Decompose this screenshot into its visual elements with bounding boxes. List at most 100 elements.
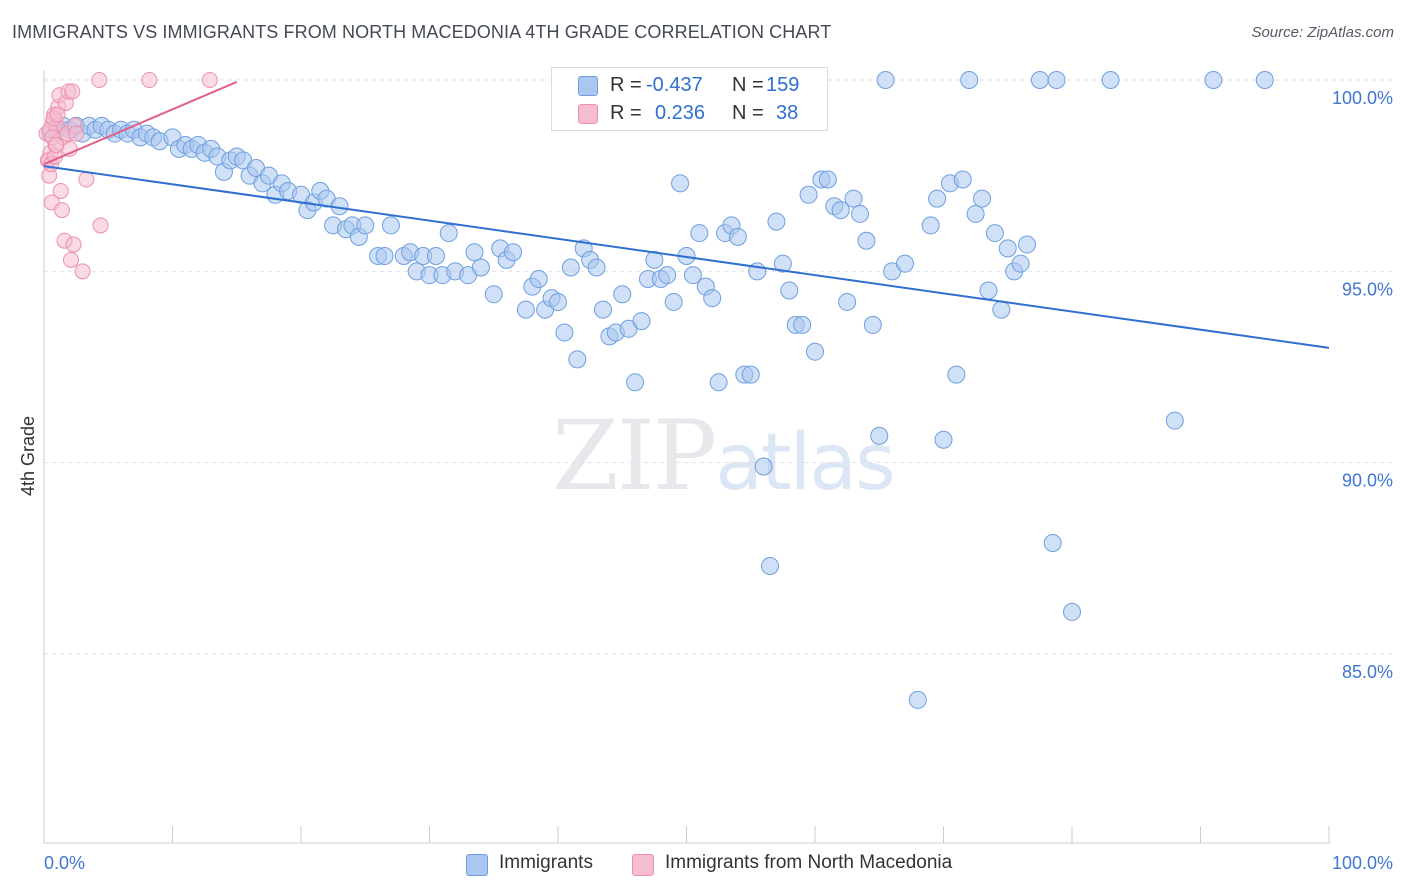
data-point-immigrants [1047, 71, 1066, 89]
legend-swatch-blue [578, 76, 598, 96]
data-point-immigrants [979, 281, 998, 300]
data-point-immigrants [761, 556, 780, 575]
legend-n-label: N = [732, 102, 764, 124]
series-north-macedonia [38, 72, 218, 280]
data-point-immigrants [1011, 254, 1030, 273]
data-point-immigrants [921, 216, 940, 235]
axes [43, 70, 1331, 844]
data-point-immigrants [1101, 71, 1120, 89]
data-point-immigrants [465, 243, 484, 262]
trendlines [43, 80, 1330, 349]
legend-n-value: 38 [776, 102, 799, 124]
data-point-immigrants [439, 224, 458, 243]
data-point-immigrants [504, 243, 523, 262]
data-point-immigrants [857, 231, 876, 250]
data-point-immigrants [626, 373, 645, 392]
data-point-immigrants [960, 71, 979, 89]
data-point-immigrants [709, 373, 728, 392]
y-tick-label: 90.0% [1342, 471, 1393, 491]
data-point-immigrants [587, 258, 606, 277]
data-point-immigrants [1165, 411, 1184, 430]
legend-row-north-macedonia: R = 0.236 N = 38 [552, 100, 827, 128]
data-point-immigrants [793, 315, 812, 334]
data-point-immigrants [529, 269, 548, 288]
legend-r-label: R = [610, 74, 642, 96]
legend-r-value: 0.236 [655, 102, 706, 124]
data-point-immigrants [908, 690, 927, 709]
y-tick-label: 100.0% [1332, 88, 1393, 108]
data-point-north-macedonia [65, 236, 82, 253]
data-point-immigrants [799, 185, 818, 204]
data-point-immigrants [973, 189, 992, 208]
watermark-zip: ZIP [552, 400, 717, 512]
series-legend-immigrants: Immigrants [499, 852, 593, 873]
data-point-immigrants [767, 212, 786, 231]
data-point-immigrants [895, 254, 914, 273]
data-point-immigrants [683, 266, 702, 285]
data-point-immigrants [831, 201, 850, 220]
data-point-immigrants [568, 350, 587, 369]
axis-labels: 85.0% 90.0% 95.0% 100.0% 0.0% 100.0% 4th Grade [18, 88, 1393, 873]
data-point-immigrants [1043, 534, 1062, 553]
legend-swatch-pink [578, 104, 598, 124]
y-tick-label: 95.0% [1342, 279, 1393, 299]
data-point-immigrants [876, 71, 895, 89]
data-point-immigrants [928, 189, 947, 208]
series-legend-swatch-blue [466, 854, 488, 876]
series-legend-north-macedonia: Immigrants from North Macedonia [665, 852, 953, 873]
data-point-immigrants [844, 189, 863, 208]
data-point-immigrants [1018, 235, 1037, 254]
data-point-immigrants [780, 281, 799, 300]
data-point-immigrants [947, 365, 966, 384]
source-label: Source: ZipAtlas.com [1251, 24, 1394, 41]
legend-row-immigrants: R = -0.437 N = 159 [552, 72, 827, 100]
data-point-immigrants [484, 285, 503, 304]
data-point-immigrants [561, 258, 580, 277]
data-point-immigrants [1030, 71, 1049, 89]
data-point-immigrants [863, 315, 882, 334]
data-point-immigrants [850, 204, 869, 223]
data-point-immigrants [992, 300, 1011, 319]
series-legend: Immigrants Immigrants from North Macedon… [466, 851, 986, 877]
correlation-legend: R = -0.437 N = 159 R = 0.236 N = 38 [551, 67, 828, 131]
data-point-immigrants [1204, 71, 1223, 89]
legend-n-value: 159 [766, 74, 800, 96]
watermark: ZIPatlas [552, 400, 896, 512]
series-legend-swatch-pink [632, 854, 654, 876]
data-point-immigrants [1255, 71, 1274, 89]
data-point-immigrants [998, 239, 1017, 258]
legend-n-label: N = [732, 74, 764, 96]
data-point-immigrants [555, 323, 574, 342]
data-point-north-macedonia [62, 251, 79, 268]
data-point-immigrants [671, 174, 690, 193]
chart-title: IMMIGRANTS VS IMMIGRANTS FROM NORTH MACE… [12, 22, 832, 42]
data-point-immigrants [471, 258, 490, 277]
x-tick-label-min: 0.0% [44, 853, 85, 873]
data-point-immigrants [613, 285, 632, 304]
data-point-north-macedonia [68, 125, 85, 142]
data-point-immigrants [381, 216, 400, 235]
data-point-north-macedonia [141, 72, 158, 88]
x-tick-label-max: 100.0% [1332, 853, 1393, 873]
data-point-north-macedonia [201, 72, 218, 88]
data-point-immigrants [773, 254, 792, 273]
data-point-north-macedonia [91, 72, 108, 88]
data-point-immigrants [426, 247, 445, 266]
data-point-north-macedonia [74, 263, 91, 280]
data-point-north-macedonia [64, 83, 81, 100]
data-point-immigrants [728, 227, 747, 246]
data-point-immigrants [953, 170, 972, 189]
data-point-immigrants [838, 292, 857, 311]
data-point-immigrants [375, 247, 394, 266]
data-point-immigrants [658, 266, 677, 285]
data-point-north-macedonia [78, 171, 95, 188]
data-point-immigrants [741, 365, 760, 384]
legend-r-value: -0.437 [646, 74, 703, 96]
data-point-north-macedonia [52, 182, 69, 199]
y-tick-label: 85.0% [1342, 662, 1393, 682]
trendline-north-macedonia [43, 80, 238, 166]
data-point-immigrants [806, 342, 824, 361]
data-point-north-macedonia [48, 137, 65, 154]
data-point-immigrants [593, 300, 612, 319]
